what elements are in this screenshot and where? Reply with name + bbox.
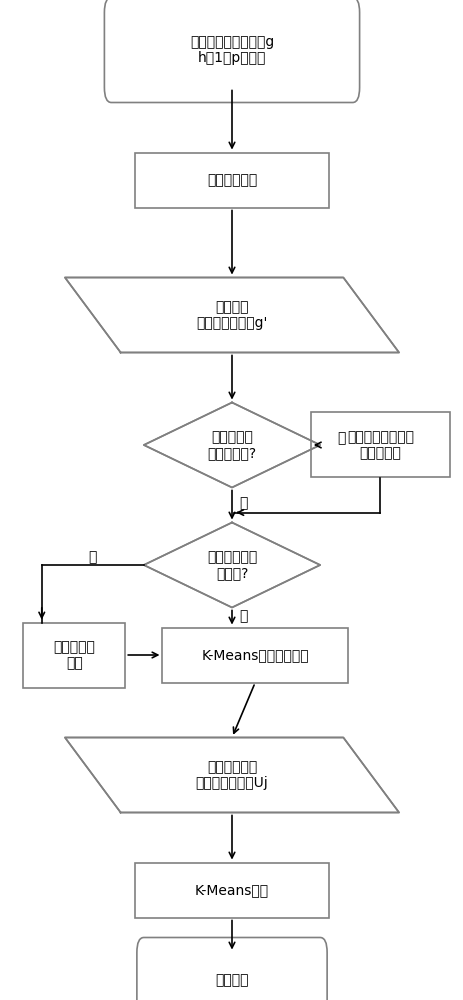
Text: 得到适合当前
数据的光谱标记Uj: 得到适合当前 数据的光谱标记Uj [195,760,268,790]
Text: 分类结果: 分类结果 [215,973,248,987]
Text: 否: 否 [336,431,344,445]
Text: K-Means聚类: K-Means聚类 [194,883,269,897]
Polygon shape [144,522,319,607]
Text: 添加新光谱
标记: 添加新光谱 标记 [53,640,95,670]
Text: 否: 否 [88,550,97,564]
FancyBboxPatch shape [134,862,329,918]
Text: 输入多光谱遥感图像g
h行1列p光谱层: 输入多光谱遥感图像g h行1列p光谱层 [189,35,274,65]
FancyBboxPatch shape [134,152,329,208]
FancyBboxPatch shape [137,938,326,1000]
Text: 光谱库是否满
足要求?: 光谱库是否满 足要求? [206,550,257,580]
Text: 调整数据格式: 调整数据格式 [206,173,257,187]
Text: 通过当前遥感图像
建立光谱库: 通过当前遥感图像 建立光谱库 [346,430,413,460]
Text: K-Means调整光谱标记: K-Means调整光谱标记 [201,648,308,662]
Text: 是: 是 [238,609,247,623]
FancyBboxPatch shape [310,412,449,477]
Polygon shape [65,738,398,812]
FancyBboxPatch shape [23,622,125,688]
Text: 调整后的
多光谱遥感图像g': 调整后的 多光谱遥感图像g' [196,300,267,330]
Polygon shape [144,402,319,487]
FancyBboxPatch shape [162,628,347,683]
Text: 是否已建立
光谱标记库?: 是否已建立 光谱标记库? [207,430,256,460]
Polygon shape [65,277,398,352]
FancyBboxPatch shape [104,0,359,103]
Text: 是: 是 [238,496,247,510]
